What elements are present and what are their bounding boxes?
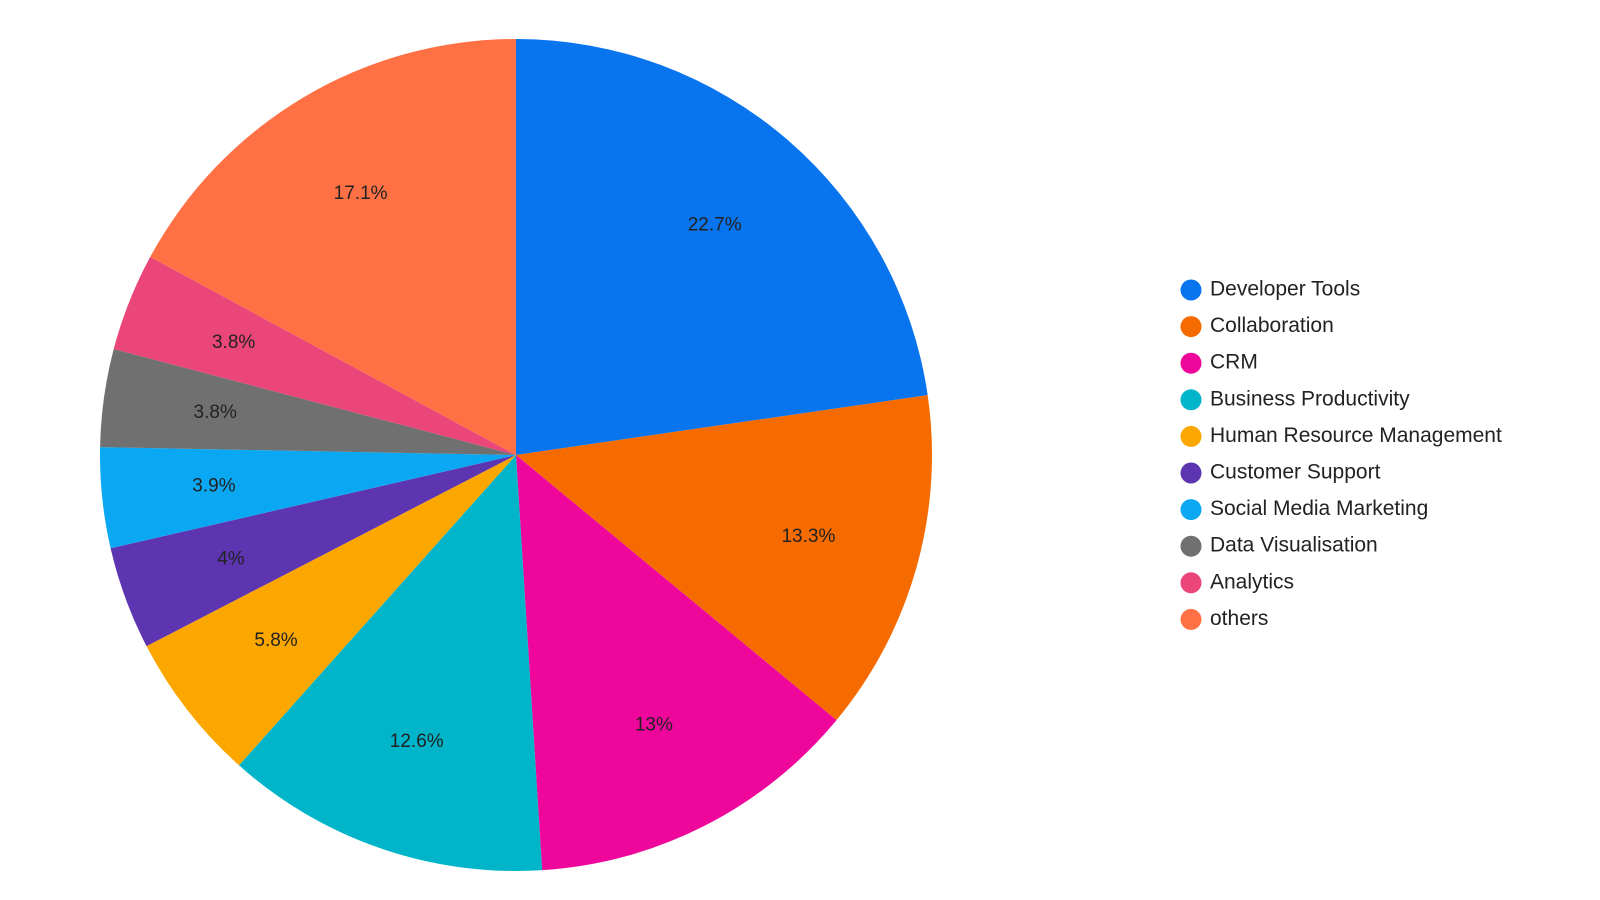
legend-label: Customer Support — [1210, 461, 1381, 484]
pie-slice — [238, 455, 543, 872]
legend-swatch — [1180, 572, 1202, 594]
legend-swatch — [1180, 316, 1202, 338]
legend-swatch — [1180, 425, 1202, 447]
slice-label: 5.8% — [254, 630, 297, 651]
slice-label: 3.9% — [192, 475, 235, 496]
slice-label: 13.3% — [781, 526, 835, 547]
slice-label: 3.8% — [194, 402, 237, 423]
pie-slice — [516, 39, 928, 455]
slice-label: 17.1% — [334, 183, 388, 204]
legend-label: Developer Tools — [1210, 278, 1360, 301]
legend-swatch — [1180, 535, 1202, 557]
legend-label: CRM — [1210, 351, 1258, 374]
legend-label: Social Media Marketing — [1210, 497, 1428, 520]
pie-slice — [516, 455, 837, 871]
legend-swatch — [1180, 499, 1202, 521]
slice-label: 13% — [635, 715, 673, 736]
pie-slice — [99, 447, 516, 549]
legend: Developer Tools Collaboration CRM Business … — [1180, 278, 1502, 630]
slice-label: 4% — [217, 549, 245, 570]
pie-slice — [100, 349, 516, 455]
legend-label: Data Visualisation — [1210, 534, 1378, 557]
legend-swatch — [1180, 608, 1202, 630]
legend-label: Business Productivity — [1210, 387, 1410, 410]
legend-label: Analytics — [1210, 570, 1294, 593]
pie-slice — [113, 256, 516, 455]
pie: 22.7% 13.3% 13% 12.6% 5.8% 4% 3.9% 3.8% 3.8% 17.1… — [99, 39, 932, 872]
legend-label: others — [1210, 607, 1268, 630]
slice-label: 12.6% — [390, 731, 444, 752]
pie-slice — [110, 455, 516, 647]
pie-slice — [150, 39, 517, 455]
slice-label: 22.7% — [688, 214, 742, 235]
slice-label: 3.8% — [212, 332, 255, 353]
pie-slice — [516, 395, 932, 721]
legend-swatch — [1180, 462, 1202, 484]
legend-swatch — [1180, 389, 1202, 411]
pie-slice — [146, 455, 517, 766]
legend-swatch — [1180, 352, 1202, 374]
legend-label: Human Resource Management — [1210, 424, 1502, 447]
legend-label: Collaboration — [1210, 314, 1334, 337]
legend-swatch — [1180, 279, 1202, 301]
